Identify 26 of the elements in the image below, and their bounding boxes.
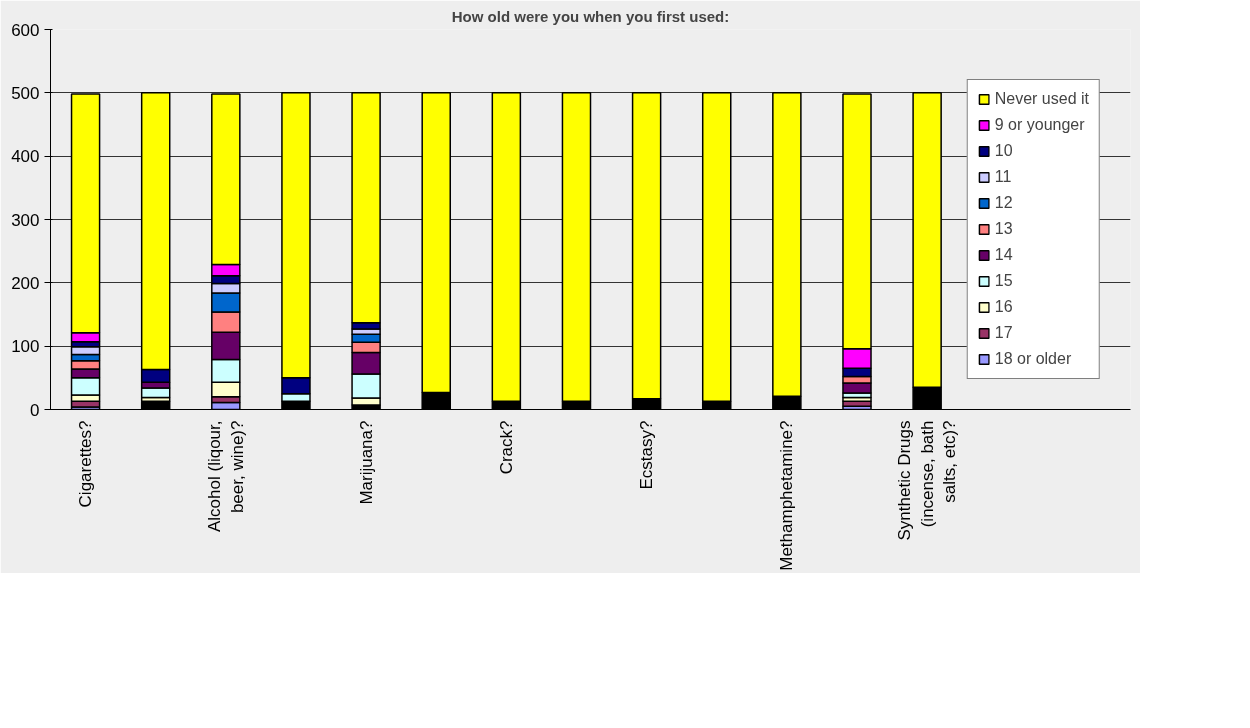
x-tick-label: Alcohol (liqour, beer, wine)? <box>204 420 247 532</box>
legend-label: 11 <box>994 168 1013 186</box>
legend-label: 13 <box>994 220 1014 238</box>
legend-label: Never used it <box>994 90 1089 108</box>
legend-label: 18 or older <box>994 350 1072 368</box>
y-tick-label: 500 <box>11 83 40 103</box>
x-tick-label: Marijuana? <box>356 420 376 505</box>
legend-label: 16 <box>994 298 1014 316</box>
x-tick-label: Ecstasy? <box>637 420 657 490</box>
chart-title: How old were you when you first used: <box>451 7 730 25</box>
y-tick-label: 100 <box>11 337 40 357</box>
y-tick-label: 200 <box>11 273 40 293</box>
x-tick-label: Synthetic Drugs (incense, bath salts, etc)? <box>894 420 960 541</box>
legend-label: 17 <box>994 324 1014 342</box>
legend-label: 9 or younger <box>994 116 1085 134</box>
x-tick-label: Crack? <box>496 420 516 475</box>
y-tick-label: 300 <box>11 210 40 230</box>
legend-label: 10 <box>994 142 1014 160</box>
x-tick-label: Cigarettes? <box>76 420 96 508</box>
legend-label: 15 <box>994 272 1014 290</box>
y-tick-label: 400 <box>11 147 40 167</box>
legend-label: 12 <box>994 194 1014 212</box>
y-tick-label: 0 <box>30 400 40 420</box>
y-tick-label: 600 <box>11 20 40 40</box>
x-tick-label: Methamphetamine? <box>777 420 797 571</box>
legend-label: 14 <box>994 246 1014 264</box>
